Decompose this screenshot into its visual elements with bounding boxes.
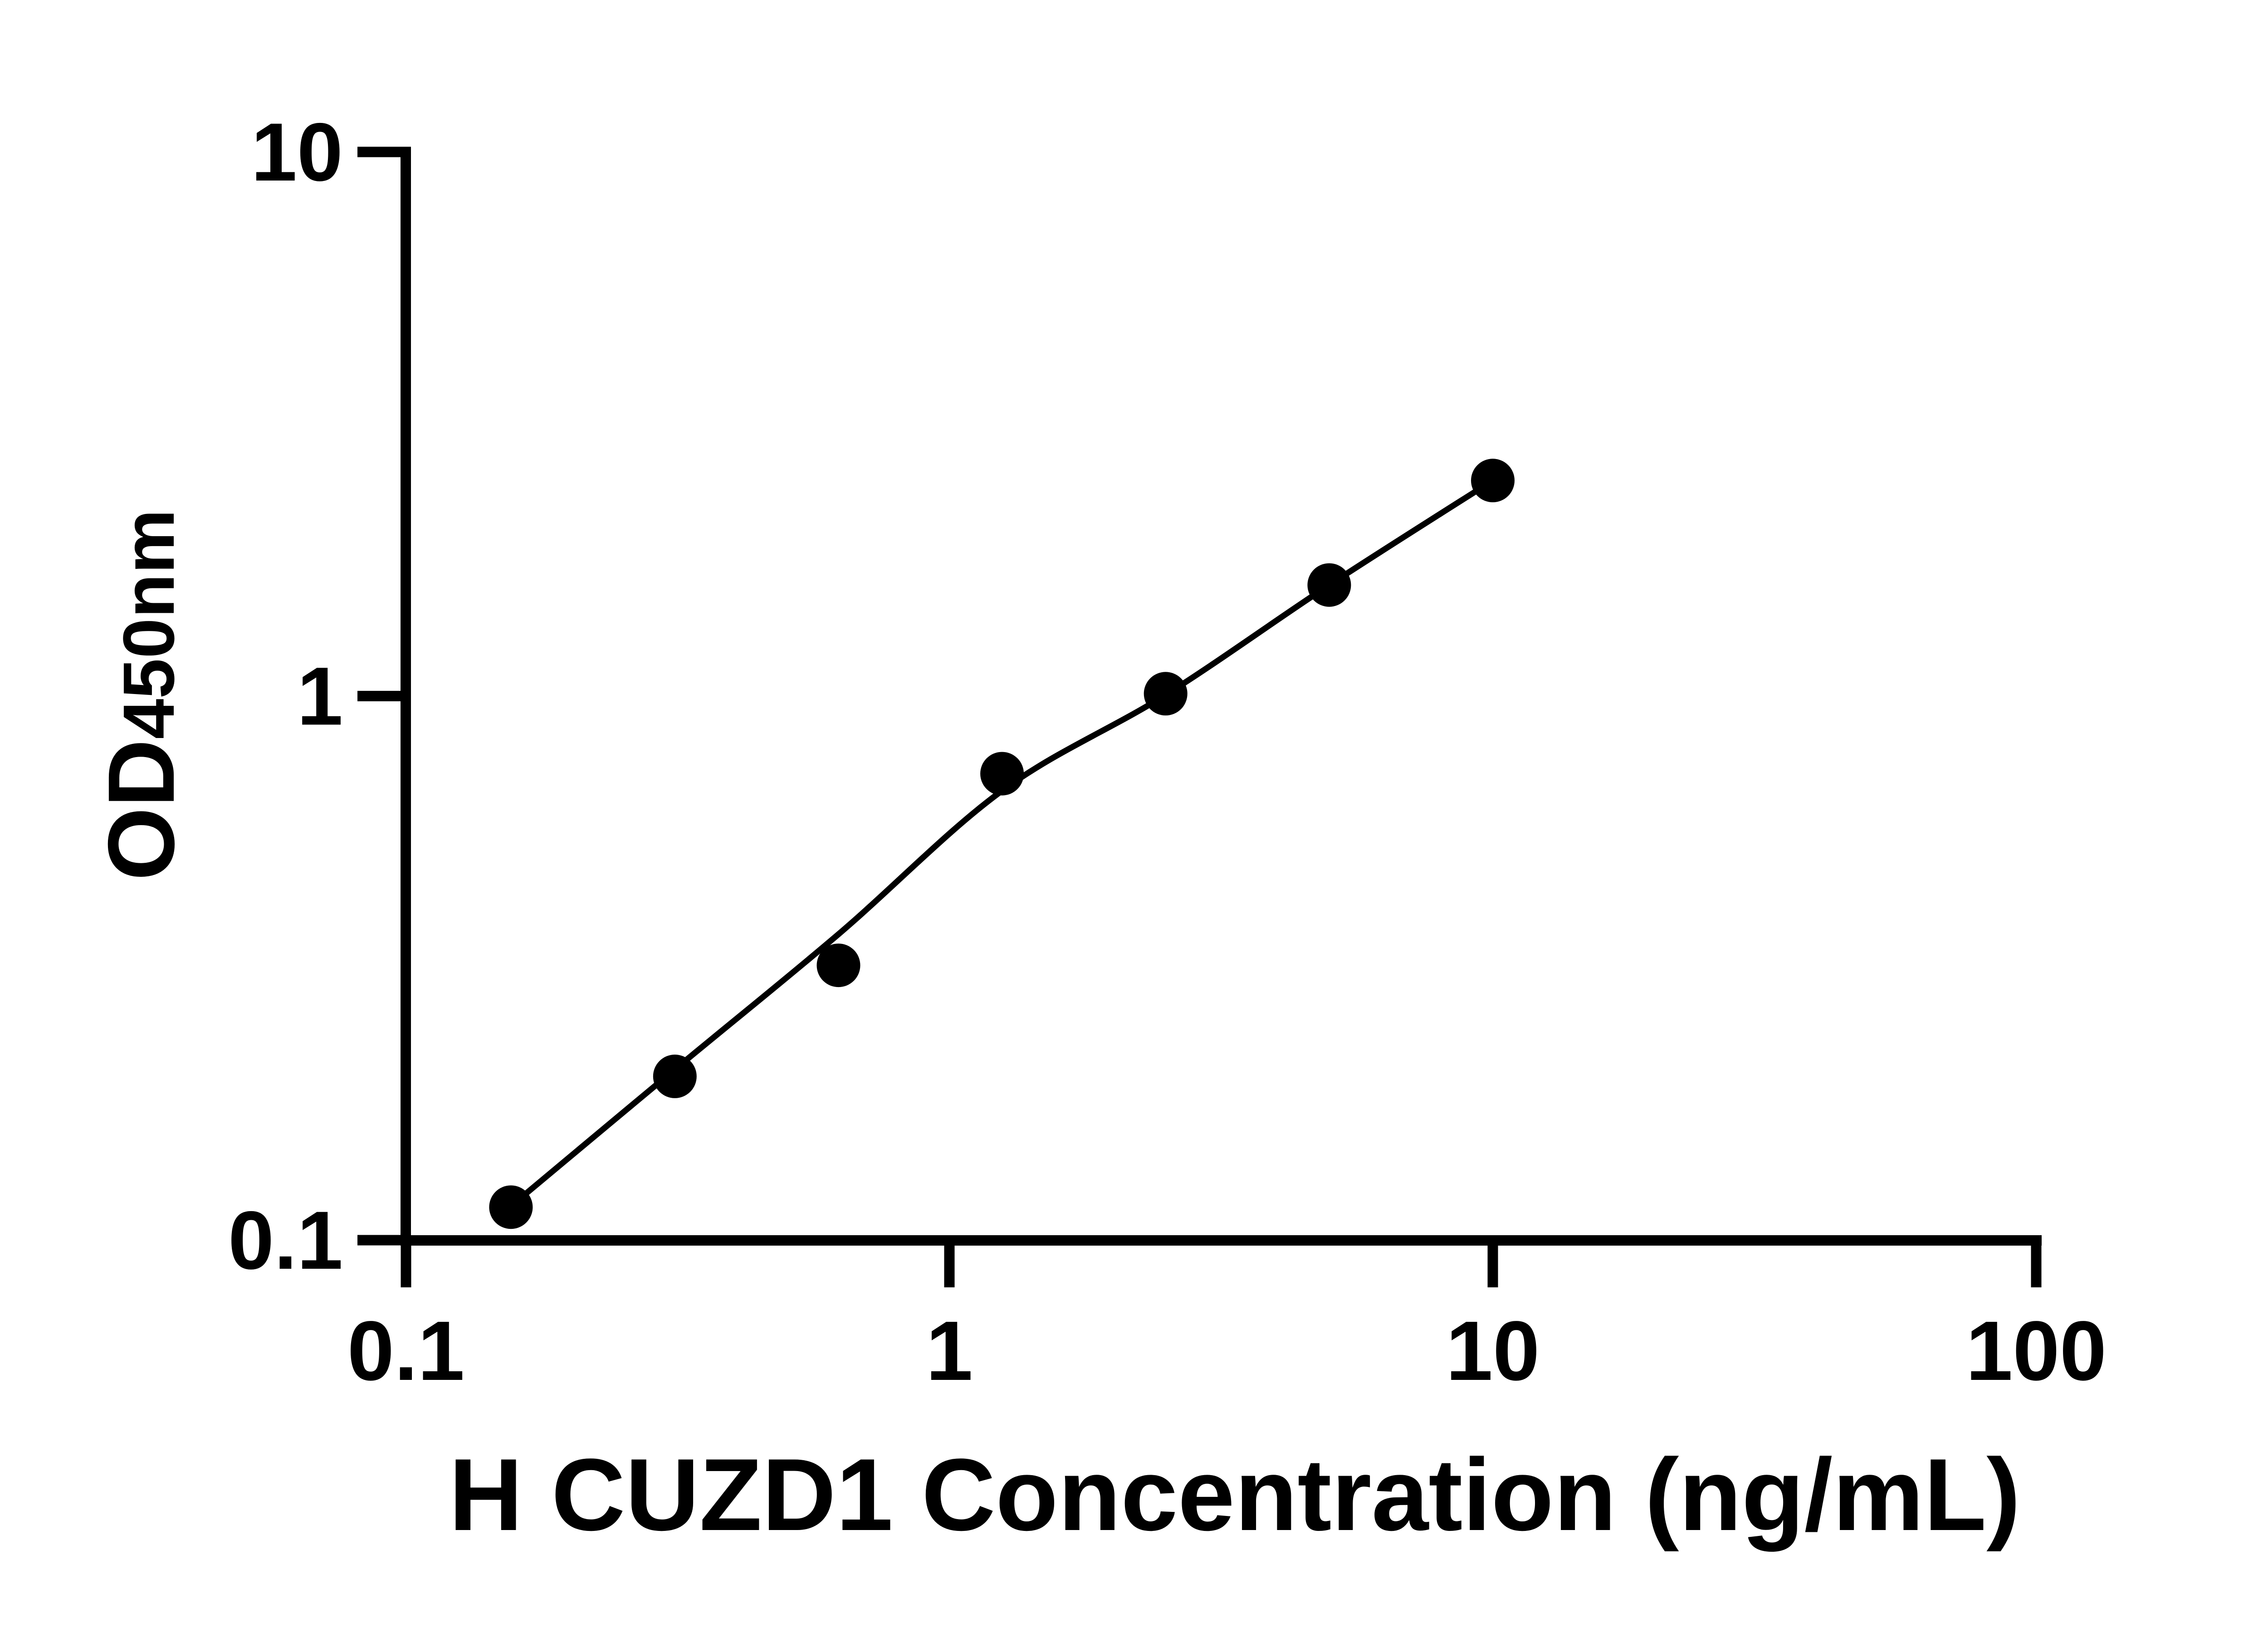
y-axis-title-subscript: 450nm [108,509,189,739]
y-tick-labels: 10 1 0.1 [228,106,343,1286]
data-point [1144,672,1188,716]
x-axis-title: H CUZD1 Concentration (ng/mL) [449,1437,2020,1552]
y-axis-title-main: OD [89,739,194,880]
y-axis-tick [357,1235,411,1246]
x-axis-tick [401,1235,411,1287]
x-axis-tick [2031,1235,2042,1287]
x-tick-label-100: 100 [1966,1304,2107,1398]
x-axis-tick [944,1235,955,1287]
data-point [980,752,1024,796]
x-tick-label-10: 10 [1446,1304,1540,1398]
x-tick-labels: 0.1 1 10 100 [347,1304,2107,1398]
data-point [1471,459,1515,503]
axes [357,147,2042,1287]
data-point [653,1054,697,1098]
y-tick-label-1: 1 [297,650,343,743]
data-point [1307,563,1351,607]
y-axis-tick [357,147,411,157]
data-point-series [489,459,1515,1229]
data-point [489,1185,533,1229]
x-tick-label-1: 1 [926,1304,973,1398]
data-point [816,944,860,988]
y-tick-label-0p1: 0.1 [228,1194,343,1286]
x-tick-label-0p1: 0.1 [347,1304,465,1398]
y-axis-title: OD450nm [89,509,194,881]
x-axis-line [401,1235,2042,1246]
x-axis-tick [1487,1235,1498,1287]
y-tick-label-10: 10 [251,106,343,198]
y-axis-tick [357,691,411,701]
